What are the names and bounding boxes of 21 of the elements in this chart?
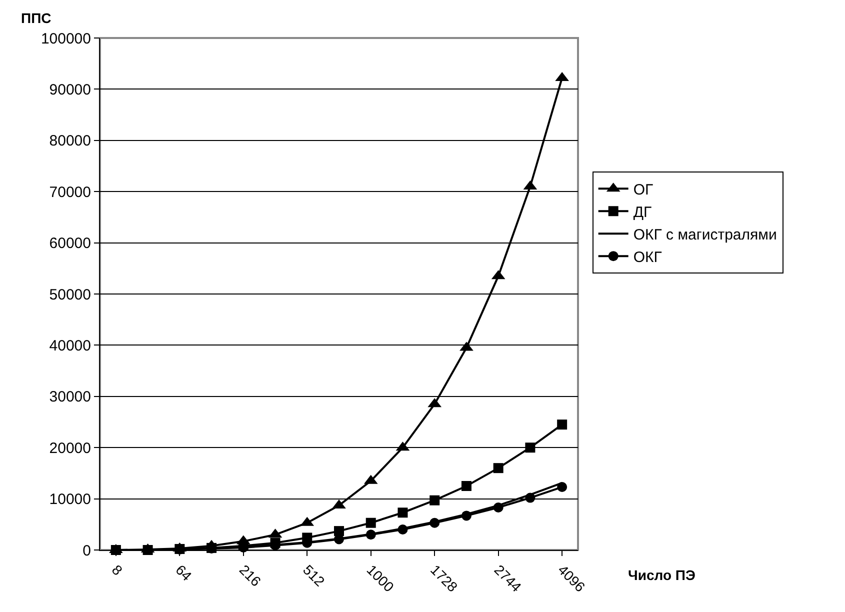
legend-label: ДГ bbox=[633, 204, 652, 221]
y-tick-label: 80000 bbox=[49, 132, 91, 150]
y-tick-label: 60000 bbox=[49, 235, 91, 252]
y-tick-label: 30000 bbox=[49, 388, 91, 406]
y-tick-label: 50000 bbox=[49, 286, 91, 304]
y-tick-label: 0 bbox=[82, 542, 91, 560]
y-tick-label: 70000 bbox=[49, 184, 91, 201]
y-axis-title: ППС bbox=[21, 10, 52, 26]
y-tick-label: 10000 bbox=[49, 491, 91, 508]
x-axis-title: Число ПЭ bbox=[628, 567, 696, 583]
x-tick-label: 216 bbox=[236, 562, 264, 590]
x-tick-label: 64 bbox=[172, 562, 196, 584]
x-tick-label: 512 bbox=[300, 562, 328, 590]
y-tick-label: 90000 bbox=[49, 81, 91, 98]
legend-label: ОКГ с магистралями bbox=[633, 226, 777, 244]
y-tick-label: 20000 bbox=[49, 440, 91, 457]
x-tick-label: 8 bbox=[108, 562, 126, 579]
legend-label: ОГ bbox=[633, 181, 654, 198]
y-tick-label: 100000 bbox=[40, 30, 91, 48]
y-tick-label: 40000 bbox=[49, 337, 91, 354]
legend-label: ОКГ bbox=[633, 248, 662, 266]
